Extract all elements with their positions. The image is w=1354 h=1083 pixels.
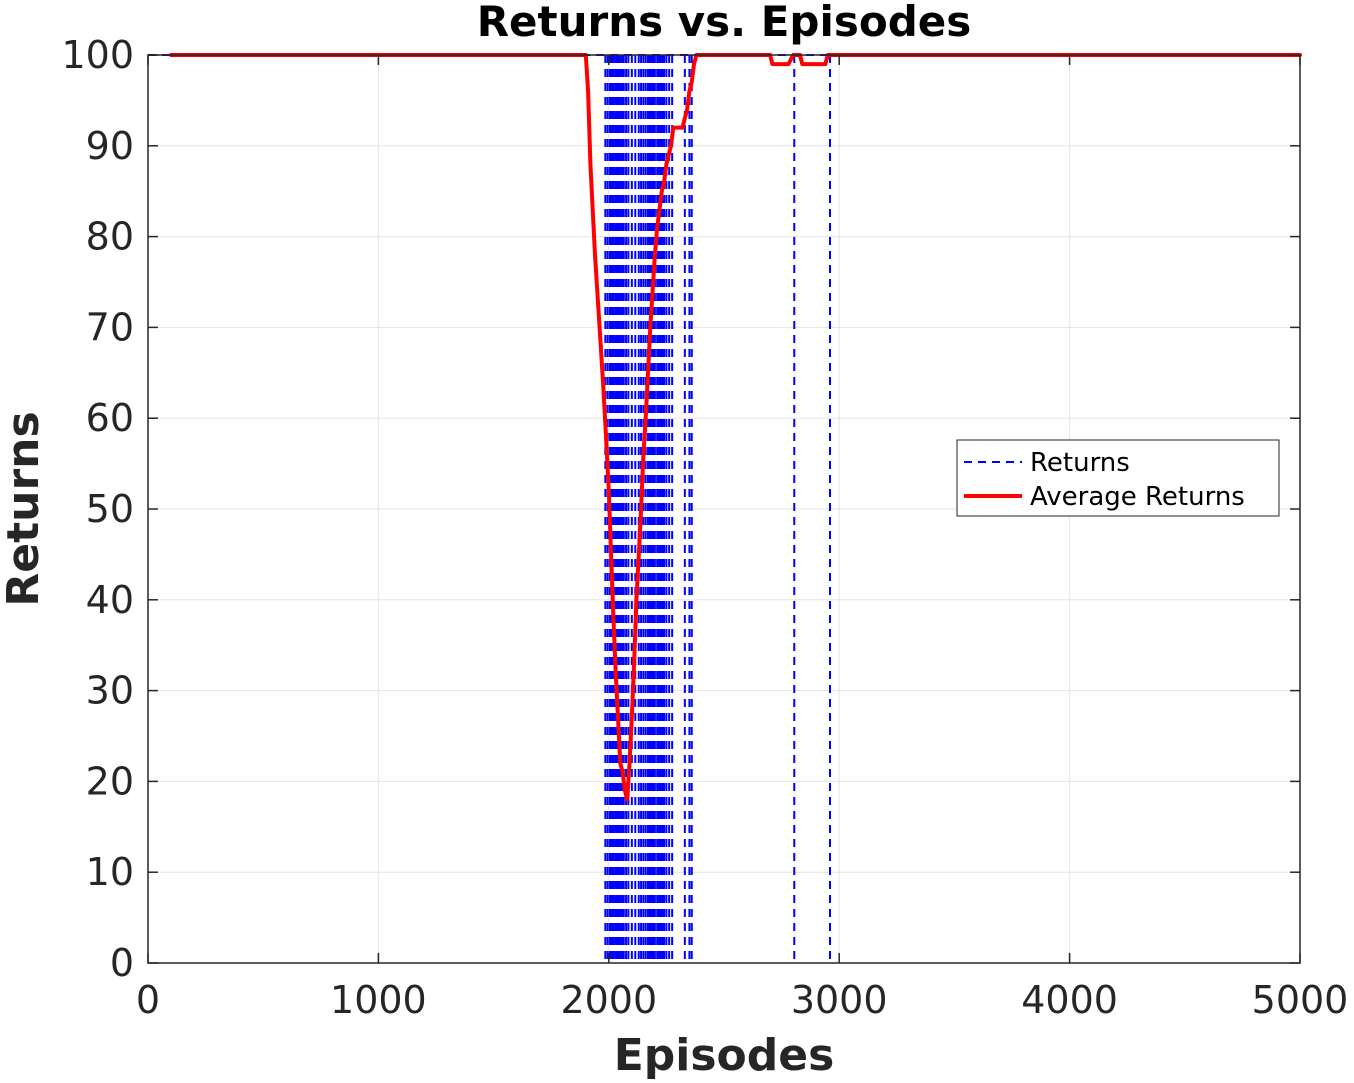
y-tick-label: 90 [86,124,134,168]
x-tick-label: 4000 [1021,978,1118,1022]
x-tick-label: 2000 [560,978,657,1022]
y-axis-title: Returns [0,411,49,606]
legend-returns-label: Returns [1030,448,1130,478]
x-tick-label: 0 [136,978,160,1022]
x-tick-label: 1000 [330,978,427,1022]
y-tick-label: 100 [61,33,134,77]
y-tick-label: 20 [86,759,134,803]
y-tick-label: 60 [86,396,134,440]
x-tick-label: 5000 [1252,978,1349,1022]
y-tick-label: 40 [86,578,134,622]
legend-box [956,439,1280,517]
y-tick-label: 50 [86,487,134,531]
legend: Returns Average Returns [956,439,1280,517]
average-returns-series [169,53,1302,802]
y-tick-label: 80 [86,215,134,259]
y-tick-label: 70 [86,305,134,349]
legend-average-label: Average Returns [1030,482,1245,512]
average-returns-line [169,53,1302,802]
y-tick-label: 0 [110,941,134,985]
y-tick-label: 10 [86,850,134,894]
y-ticks: 0 10 20 30 40 50 60 70 80 90 100 [61,33,1300,985]
chart-title: Returns vs. Episodes [477,0,972,46]
y-tick-label: 30 [86,669,134,713]
x-ticks: 0 1000 2000 3000 4000 5000 [136,55,1348,1022]
x-axis-title: Episodes [614,1030,835,1081]
x-tick-label: 3000 [791,978,888,1022]
